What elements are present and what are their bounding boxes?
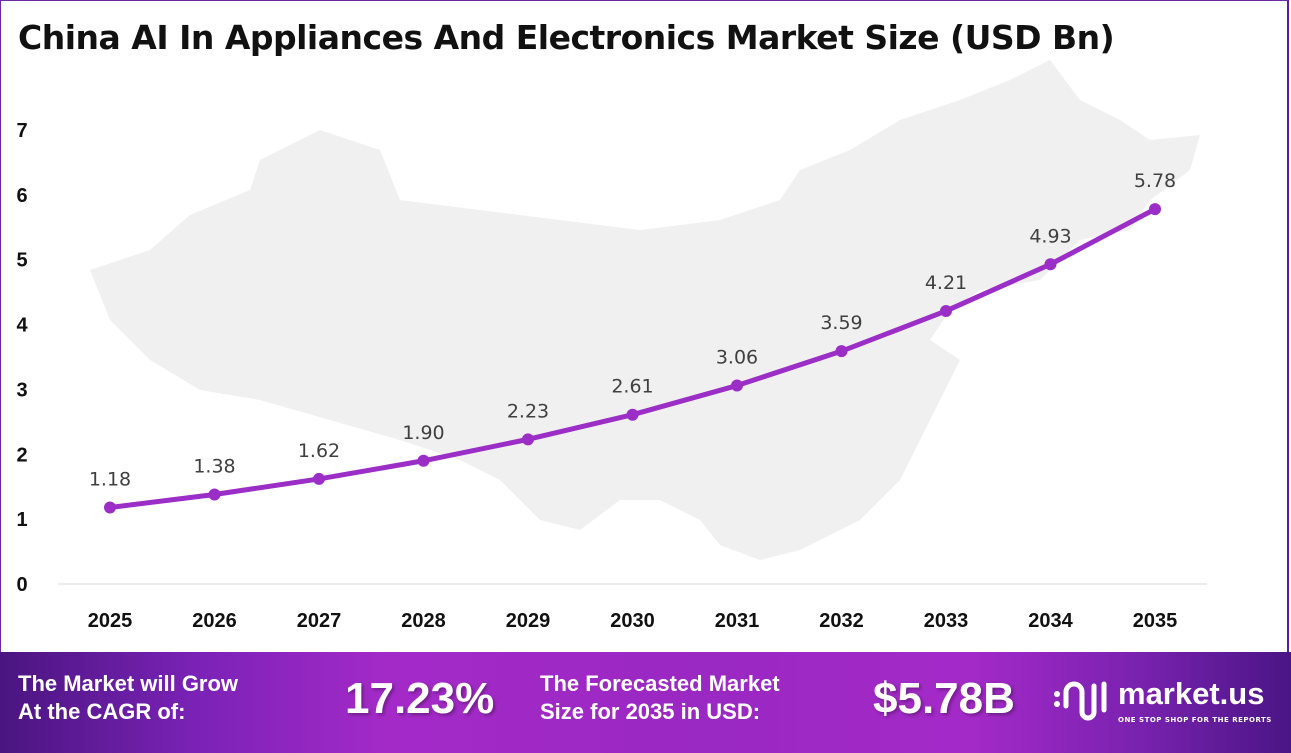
data-point: [104, 501, 116, 514]
data-label: 4.93: [1029, 225, 1071, 247]
forecast-label: The Forecasted Market Size for 2035 in U…: [540, 670, 780, 726]
data-label: 1.38: [193, 455, 235, 477]
data-label: 3.59: [820, 312, 862, 334]
cagr-value: 17.23%: [345, 674, 495, 723]
market-us-logo: market.us ONE STOP SHOP FOR THE REPORTS: [1052, 676, 1271, 728]
data-label: 4.21: [925, 272, 967, 294]
data-point: [522, 433, 534, 446]
forecast-value: $5.78B: [873, 674, 1015, 723]
cagr-label-line2: At the CAGR of:: [18, 699, 186, 724]
data-point: [626, 408, 639, 421]
forecast-label-line2: Size for 2035 in USD:: [540, 699, 761, 724]
forecast-label-line1: The Forecasted Market: [540, 671, 780, 696]
x-tick-label: 2025: [88, 610, 133, 632]
y-tick-label: 3: [16, 379, 27, 401]
data-label: 1.18: [89, 468, 131, 490]
y-tick-label: 4: [16, 315, 28, 337]
data-label: 3.06: [716, 347, 758, 369]
cagr-label-line1: The Market will Grow: [18, 671, 239, 696]
market-us-logo-icon: [1054, 681, 1107, 721]
data-label: 1.62: [298, 440, 340, 462]
data-label: 1.90: [402, 422, 444, 444]
data-point: [417, 454, 430, 467]
data-point: [1044, 258, 1057, 271]
x-tick-label: 2034: [1028, 610, 1073, 632]
x-tick-label: 2026: [192, 610, 237, 632]
logo-name: market.us: [1118, 676, 1265, 711]
data-point: [1149, 203, 1161, 216]
y-tick-label: 5: [16, 250, 27, 272]
x-tick-label: 2028: [401, 610, 446, 632]
data-label: 2.61: [611, 376, 653, 398]
x-tick-label: 2033: [924, 610, 969, 632]
x-tick-label: 2032: [819, 610, 864, 632]
x-tick-label: 2027: [297, 610, 342, 632]
data-point: [313, 472, 325, 485]
x-tick-label: 2030: [610, 610, 655, 632]
data-point: [835, 345, 848, 358]
data-label: 2.23: [507, 400, 549, 422]
chart-title: China AI In Appliances And Electronics M…: [18, 18, 1115, 57]
line-chart: 0 1 2 3 4 5 6 7 2025 2026 2027 2028 2029 2030 2031 203…: [16, 60, 1207, 632]
data-point: [731, 379, 743, 392]
summary-banner: The Market will Grow At the CAGR of: 17.…: [0, 652, 1291, 753]
logo-tagline: ONE STOP SHOP FOR THE REPORTS: [1118, 716, 1272, 724]
data-point: [940, 304, 952, 317]
cagr-label: The Market will Grow At the CAGR of:: [18, 670, 238, 726]
x-tick-label: 2035: [1133, 610, 1178, 632]
x-tick-label: 2029: [506, 610, 551, 632]
y-tick-label: 7: [16, 120, 27, 142]
data-point: [208, 488, 221, 501]
y-tick-label: 0: [16, 574, 27, 596]
data-label: 5.78: [1134, 170, 1176, 192]
x-tick-label: 2031: [715, 610, 760, 632]
y-tick-label: 1: [16, 509, 27, 531]
china-map-background: [90, 60, 1200, 560]
y-tick-label: 2: [16, 444, 27, 466]
y-tick-label: 6: [16, 185, 27, 207]
